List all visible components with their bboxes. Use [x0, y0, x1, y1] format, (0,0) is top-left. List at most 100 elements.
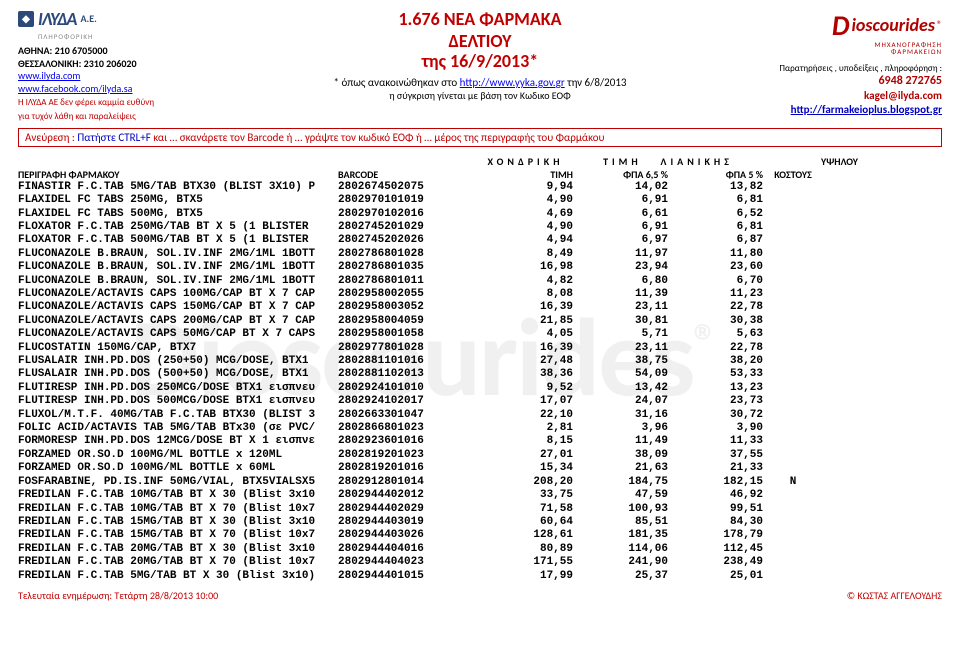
cell-barcode: 2802786801011 [338, 275, 478, 288]
cell-price1: 171,55 [478, 556, 573, 569]
header-right: Dioscourides® ΜΗΧΑΝΟΓΡΑΦΗΣΗ ΦΑΡΜΑΚΕΙΩΝ Π… [712, 8, 942, 116]
cell-price2: 241,90 [573, 556, 668, 569]
contact-note: Παρατηρήσεις , υποδείξεις , πληροφόρηση … [712, 63, 942, 74]
cell-price1: 4,94 [478, 234, 573, 247]
cell-barcode: 2802912801014 [338, 476, 478, 489]
col-price3: ΦΠΑ 5 % [668, 168, 763, 181]
cell-price2: 6,91 [573, 194, 668, 207]
cell-barcode: 2802866801023 [338, 422, 478, 435]
cell-flag [763, 194, 823, 207]
cell-price3: 5,63 [668, 328, 763, 341]
table-row: FREDILAN F.C.TAB 15MG/TAB BT X 70 (Blist… [18, 529, 942, 542]
cell-description: FLOXATOR F.C.TAB 250MG/TAB BT X 5 (1 BLI… [18, 221, 338, 234]
gov-link[interactable]: http://www.yyka.gov.gr [460, 76, 565, 89]
cell-price2: 85,51 [573, 516, 668, 529]
cell-price3: 21,33 [668, 462, 763, 475]
cell-barcode: 2802958002055 [338, 288, 478, 301]
contact-mail: kagel@ilyda.com [712, 89, 942, 103]
table-row: FREDILAN F.C.TAB 10MG/TAB BT X 70 (Blist… [18, 503, 942, 516]
cell-price2: 6,80 [573, 275, 668, 288]
cell-description: FOLIC ACID/ACTAVIS TAB 5MG/TAB BTx30 (σε… [18, 422, 338, 435]
cell-price1: 4,69 [478, 208, 573, 221]
cell-barcode: 2802881101016 [338, 355, 478, 368]
cell-price2: 11,97 [573, 248, 668, 261]
page-footer: Τελευταία ενημέρωση: Τετάρτη 28/8/2013 1… [18, 589, 942, 602]
table-row: FLUCONAZOLE/ACTAVIS CAPS 50MG/CAP BT X 7… [18, 328, 942, 341]
footer-author: © ΚΩΣΤΑΣ ΑΓΓΕΛΟΥΔΗΣ [847, 589, 942, 602]
cell-description: FLUCONAZOLE/ACTAVIS CAPS 100MG/CAP BT X … [18, 288, 338, 301]
cell-price1: 80,89 [478, 543, 573, 556]
cell-price3: 6,81 [668, 194, 763, 207]
cell-flag [763, 409, 823, 422]
cell-flag [763, 248, 823, 261]
cell-price1: 15,34 [478, 462, 573, 475]
table-row: FREDILAN F.C.TAB 20MG/TAB BT X 70 (Blist… [18, 556, 942, 569]
cell-description: FORZAMED OR.SO.D 100MG/ML BOTTLE x 60ML [18, 462, 338, 475]
footer-updated: Τελευταία ενημέρωση: Τετάρτη 28/8/2013 1… [18, 589, 218, 602]
cell-price1: 8,08 [478, 288, 573, 301]
col-price2: ΦΠΑ 6,5 % [573, 168, 668, 181]
table-row: FINASTIR F.C.TAB 5MG/TAB BTX30 (BLIST 3X… [18, 181, 942, 194]
title-line-3a: της [422, 50, 450, 72]
cell-price1: 17,07 [478, 395, 573, 408]
cell-description: FORZAMED OR.SO.D 100MG/ML BOTTLE x 120ML [18, 449, 338, 462]
cell-flag [763, 342, 823, 355]
cell-flag [763, 301, 823, 314]
col-flag: ΚΟΣΤΟΥΣ [763, 168, 823, 181]
cell-flag [763, 462, 823, 475]
title-line-2: ΔΕΛΤΙΟΥ [248, 30, 712, 52]
cell-price2: 3,96 [573, 422, 668, 435]
cell-price2: 11,49 [573, 435, 668, 448]
blog-link[interactable]: http://farmakeioplus.blogspot.gr [791, 103, 942, 116]
cell-price3: 37,55 [668, 449, 763, 462]
cell-price3: 30,38 [668, 315, 763, 328]
colgroup-wholesale: ΧΟΝΔΡΙΚΗ [478, 155, 573, 168]
cell-price1: 60,64 [478, 516, 573, 529]
cell-price3: 46,92 [668, 489, 763, 502]
cell-price2: 100,93 [573, 503, 668, 516]
cell-price3: 13,23 [668, 382, 763, 395]
cell-description: FLUCONAZOLE B.BRAUN, SOL.IV.INF 2MG/1ML … [18, 261, 338, 274]
cell-price3: 11,33 [668, 435, 763, 448]
cell-price1: 16,39 [478, 342, 573, 355]
cell-price2: 54,09 [573, 368, 668, 381]
logo-suffix: Α.Ε. [80, 13, 96, 26]
cell-barcode: 2802663301047 [338, 409, 478, 422]
cell-barcode: 2802944404023 [338, 556, 478, 569]
cell-description: FREDILAN F.C.TAB 15MG/TAB BT X 30 (Blist… [18, 516, 338, 529]
cell-description: FLAXIDEL FC TABS 250MG, BTX5 [18, 194, 338, 207]
cell-description: FREDILAN F.C.TAB 10MG/TAB BT X 70 (Blist… [18, 503, 338, 516]
logo-d-icon: D [832, 8, 850, 43]
table-row: FORZAMED OR.SO.D 100MG/ML BOTTLE x 60ML 2… [18, 462, 942, 475]
cell-barcode: 2802786801035 [338, 261, 478, 274]
table-row: FOSFARABINE, PD.IS.INF 50MG/VIAL, BTX5VI… [18, 476, 942, 489]
colgroup-high: ΥΨΗΛΟΥ [763, 155, 858, 168]
cell-barcode: 2802970101019 [338, 194, 478, 207]
title-date: 16/9/2013* [450, 50, 538, 72]
cell-description: FLUSALAIR INH.PD.DOS (250+50) MCG/DOSE, … [18, 355, 338, 368]
table-row: FLOXATOR F.C.TAB 250MG/TAB BT X 5 (1 BLI… [18, 221, 942, 234]
cell-price1: 33,75 [478, 489, 573, 502]
colgroup-retail: ΛΙΑΝΙΚΗΣ [661, 155, 733, 168]
cell-price2: 24,07 [573, 395, 668, 408]
cell-barcode: 2802944403026 [338, 529, 478, 542]
logo-name: ΙΛΥΔΑ [38, 8, 76, 31]
cell-flag [763, 516, 823, 529]
cell-price3: 38,20 [668, 355, 763, 368]
table-row: FLUCOSTATIN 150MG/CAP, BTX72802977801028… [18, 342, 942, 355]
ilyda-site-link[interactable]: www.ilyda.com [18, 69, 80, 82]
table-row: FORMORESP INH.PD.DOS 12MCG/DOSE BT X 1 ε… [18, 435, 942, 448]
cell-description: FREDILAN F.C.TAB 10MG/TAB BT X 30 (Blist… [18, 489, 338, 502]
cell-price2: 47,59 [573, 489, 668, 502]
ilyda-fb-link[interactable]: www.facebook.com/ilyda.sa [18, 82, 132, 95]
cell-price3: 6,81 [668, 221, 763, 234]
cell-description: FREDILAN F.C.TAB 20MG/TAB BT X 30 (Blist… [18, 543, 338, 556]
cell-barcode: 2802924102017 [338, 395, 478, 408]
cell-price3: 11,80 [668, 248, 763, 261]
cell-barcode: 2802924101010 [338, 382, 478, 395]
cell-price1: 17,99 [478, 570, 573, 583]
cell-price1: 4,90 [478, 221, 573, 234]
cell-barcode: 2802786801028 [338, 248, 478, 261]
cell-price1: 27,01 [478, 449, 573, 462]
colgroup-price: ΤΙΜΗ [603, 155, 642, 168]
